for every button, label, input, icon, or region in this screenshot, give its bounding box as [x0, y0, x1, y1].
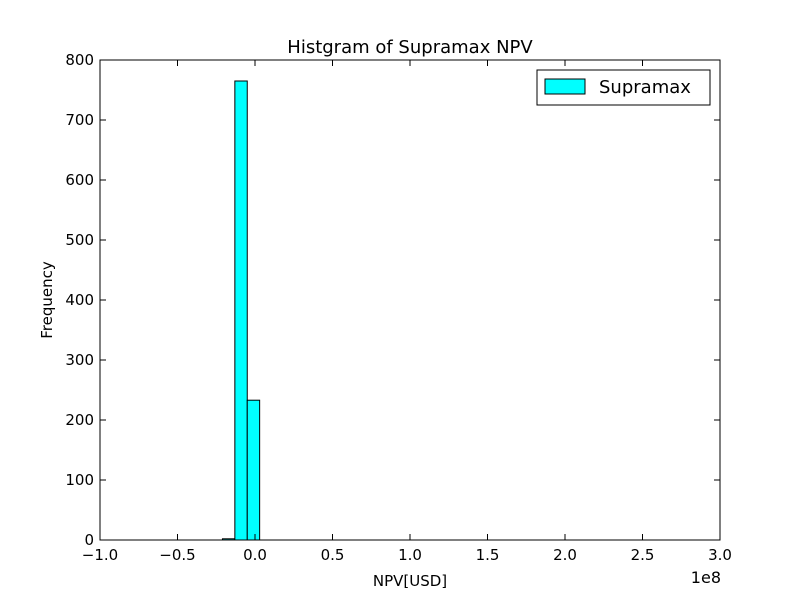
- x-tick-label: 2.5: [631, 546, 655, 564]
- x-tick-label: 3.0: [708, 546, 732, 564]
- histogram-bar: [234, 80, 248, 541]
- chart-title: Histgram of Supramax NPV: [287, 37, 533, 58]
- y-tick-label: 300: [65, 351, 94, 369]
- x-tick-label: 1.5: [476, 546, 500, 564]
- ticks-layer: −1.0 −0.5 0.0 0.5 1.0 1.5 2.0 2.5 3.0 0 100 200 300 4…: [65, 51, 732, 564]
- legend-swatch: [544, 78, 586, 95]
- x-tick-label: 2.0: [553, 546, 577, 564]
- y-tick-label: 0: [84, 531, 94, 549]
- x-tick-label: 0.0: [243, 546, 267, 564]
- x-tick-label: 1.0: [398, 546, 422, 564]
- y-axis-label: Frequency: [38, 261, 56, 339]
- y-tick-label: 700: [65, 111, 94, 129]
- legend-label: Supramax: [599, 77, 691, 98]
- x-tick-label: 0.5: [321, 546, 345, 564]
- legend: Supramax: [536, 69, 711, 106]
- bars-layer: [221, 80, 261, 541]
- plot-frame: [99, 59, 721, 541]
- x-tick-label: −0.5: [159, 546, 195, 564]
- x-tick-label: −1.0: [82, 546, 118, 564]
- y-tick-label: 800: [65, 51, 94, 69]
- x-axis-label: NPV[USD]: [373, 572, 447, 590]
- y-tick-label: 500: [65, 231, 94, 249]
- y-tick-label: 200: [65, 411, 94, 429]
- x-axis-offset-label: 1e8: [691, 568, 721, 587]
- y-tick-label: 600: [65, 171, 94, 189]
- y-tick-label: 100: [65, 471, 94, 489]
- y-tick-label: 400: [65, 291, 94, 309]
- histogram-bar: [246, 399, 261, 541]
